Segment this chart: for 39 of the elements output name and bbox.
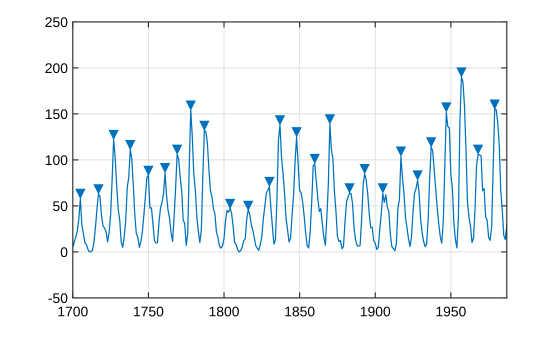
point: [125, 140, 136, 150]
y-tick-label: 200: [45, 63, 68, 74]
y-tick-label: 50: [53, 201, 68, 212]
point: [143, 166, 154, 176]
x-tick-label: 1950: [436, 306, 466, 316]
point: [396, 146, 406, 157]
point: [75, 188, 86, 200]
point: [224, 198, 236, 210]
x-tick-label: 1750: [134, 306, 164, 316]
point: [344, 183, 355, 194]
point: [456, 67, 467, 78]
point: [378, 183, 388, 194]
point: [160, 163, 170, 174]
y-tick-label: 250: [45, 17, 68, 28]
point: [93, 184, 104, 194]
point: [490, 100, 500, 110]
y-tick-label: 0: [60, 247, 68, 258]
point: [186, 100, 196, 111]
point: [264, 176, 275, 188]
point: [172, 144, 182, 155]
point: [291, 127, 302, 138]
point: [360, 164, 370, 174]
point: [108, 130, 119, 140]
point: [441, 102, 452, 113]
x-tick-label: 1900: [360, 306, 390, 316]
point: [426, 137, 436, 148]
x-tick-label: 1800: [210, 306, 239, 316]
x-tick-label: 1850: [285, 306, 315, 316]
y-tick-label: 100: [46, 155, 68, 166]
point: [324, 114, 336, 125]
point: [412, 170, 423, 181]
point: [310, 154, 320, 164]
point: [199, 120, 210, 132]
point: [274, 115, 286, 126]
x-tick-label: 1700: [58, 306, 88, 316]
point: [472, 144, 484, 155]
y-tick-label: -50: [48, 293, 68, 304]
y-tick-label: 150: [46, 109, 68, 120]
point: [243, 200, 254, 212]
